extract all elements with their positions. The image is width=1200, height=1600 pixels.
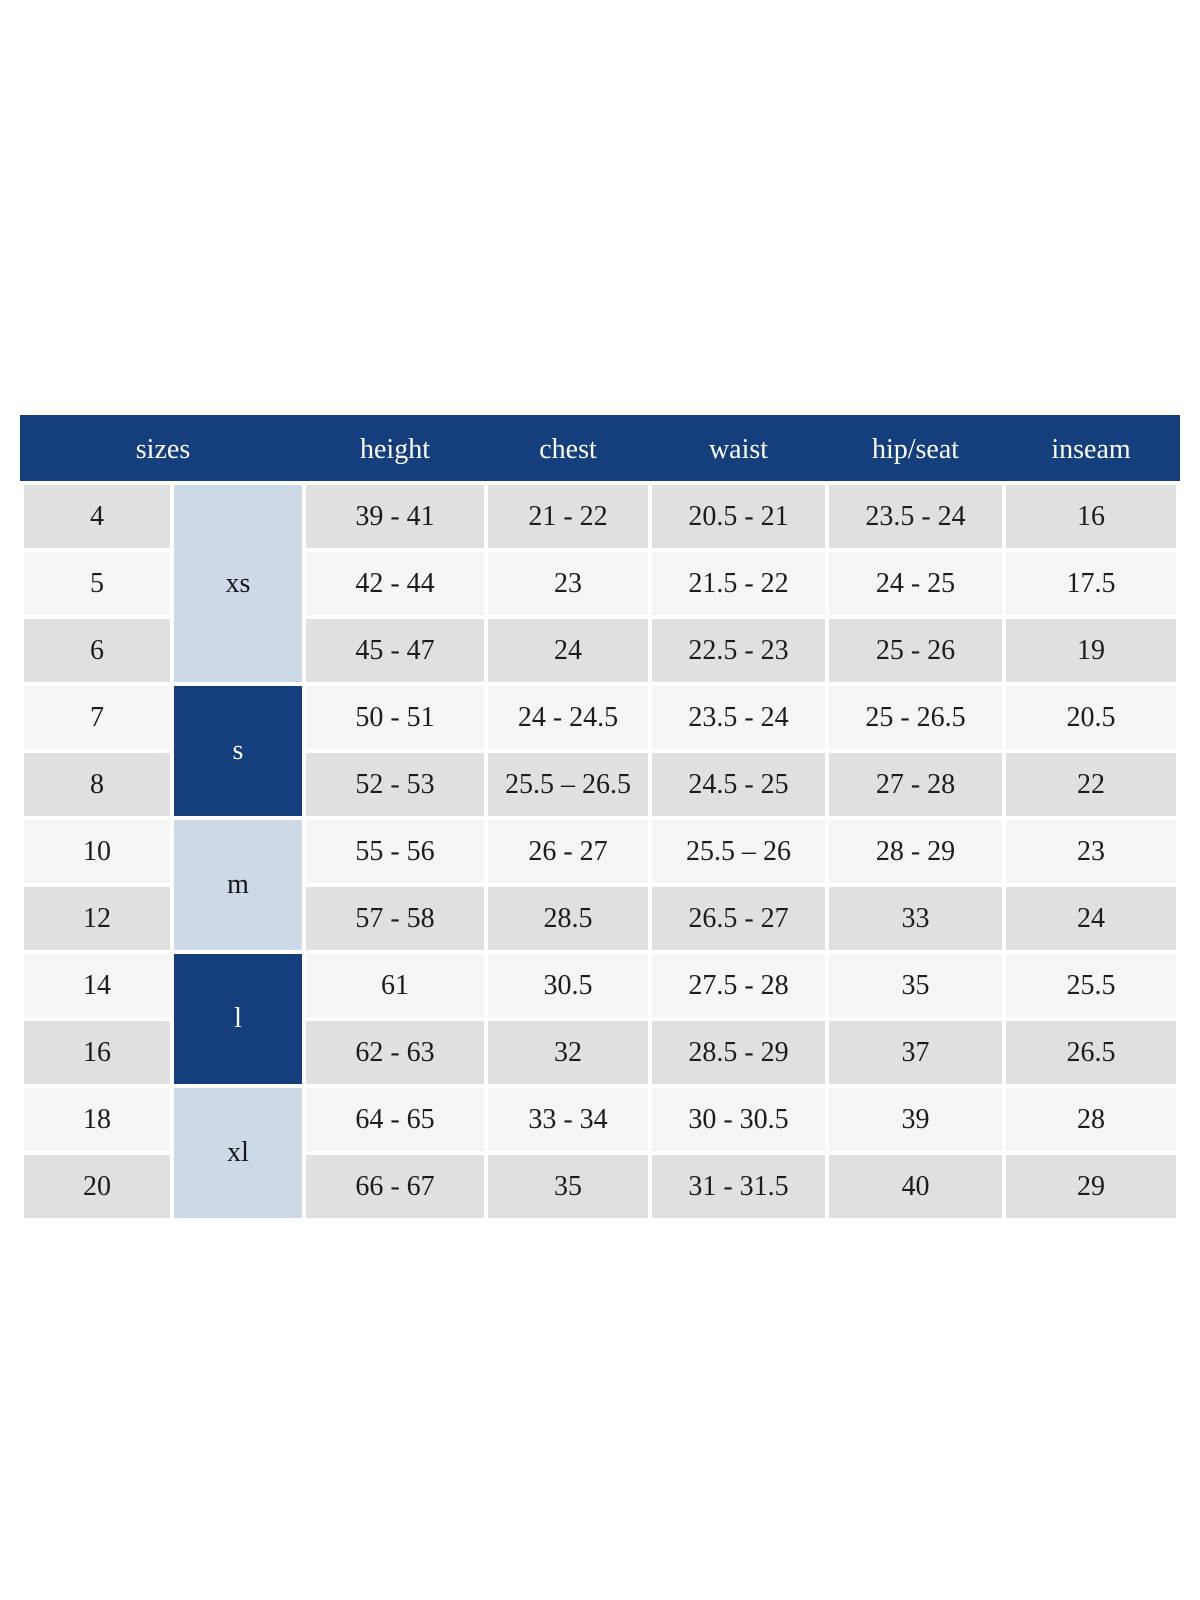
table-row: 8 52 - 53 25.5 – 26.5 24.5 - 25 27 - 28 22 bbox=[24, 753, 1176, 816]
table-row: 14 l 61 30.5 27.5 - 28 35 25.5 bbox=[24, 954, 1176, 1084]
measurement-cell: 24 bbox=[488, 619, 648, 682]
measurement-cell: 23.5 - 24 bbox=[829, 485, 1002, 548]
size-value-cell: 10 bbox=[24, 820, 170, 883]
size-group-cell-s: s bbox=[174, 686, 302, 816]
measurement-cell: 66 - 67 bbox=[306, 1155, 484, 1218]
measurement-cell: 23.5 - 24 bbox=[652, 686, 825, 749]
size-group-cell-xl: xl bbox=[174, 1088, 302, 1218]
size-group-cell-xs: xs bbox=[174, 485, 302, 682]
column-header-waist: waist bbox=[652, 419, 825, 481]
measurement-cell: 35 bbox=[488, 1155, 648, 1218]
measurement-cell: 27.5 - 28 bbox=[652, 954, 825, 1017]
measurement-cell: 57 - 58 bbox=[306, 887, 484, 950]
column-header-hip-seat: hip/seat bbox=[829, 419, 1002, 481]
measurement-cell: 64 - 65 bbox=[306, 1088, 484, 1151]
measurement-cell: 24.5 - 25 bbox=[652, 753, 825, 816]
measurement-cell: 37 bbox=[829, 1021, 1002, 1084]
measurement-cell: 23 bbox=[488, 552, 648, 615]
measurement-cell: 20.5 - 21 bbox=[652, 485, 825, 548]
measurement-cell: 17.5 bbox=[1006, 552, 1176, 615]
measurement-cell: 25.5 – 26.5 bbox=[488, 753, 648, 816]
size-value-cell: 18 bbox=[24, 1088, 170, 1151]
size-chart-table: sizes height chest waist hip/seat inseam… bbox=[20, 415, 1180, 1222]
measurement-cell: 33 bbox=[829, 887, 1002, 950]
measurement-cell: 55 - 56 bbox=[306, 820, 484, 883]
measurement-cell: 62 - 63 bbox=[306, 1021, 484, 1084]
measurement-cell: 40 bbox=[829, 1155, 1002, 1218]
measurement-cell: 19 bbox=[1006, 619, 1176, 682]
measurement-cell: 45 - 47 bbox=[306, 619, 484, 682]
measurement-cell: 24 bbox=[1006, 887, 1176, 950]
measurement-cell: 25.5 bbox=[1006, 954, 1176, 1017]
column-header-height: height bbox=[306, 419, 484, 481]
measurement-cell: 22 bbox=[1006, 753, 1176, 816]
size-value-cell: 14 bbox=[24, 954, 170, 1017]
measurement-cell: 26 - 27 bbox=[488, 820, 648, 883]
table-row: 4 xs 39 - 41 21 - 22 20.5 - 21 23.5 - 24 16 bbox=[24, 485, 1176, 682]
measurement-cell: 28 - 29 bbox=[829, 820, 1002, 883]
measurement-cell: 26.5 - 27 bbox=[652, 887, 825, 950]
size-value-cell: 20 bbox=[24, 1155, 170, 1218]
table-row: 5 42 - 44 23 21.5 - 22 24 - 25 17.5 bbox=[24, 552, 1176, 615]
table-row: 12 57 - 58 28.5 26.5 - 27 33 24 bbox=[24, 887, 1176, 950]
size-value-cell: 8 bbox=[24, 753, 170, 816]
header-row: sizes height chest waist hip/seat inseam bbox=[24, 419, 1176, 481]
measurement-cell: 28.5 - 29 bbox=[652, 1021, 825, 1084]
measurement-cell: 22.5 - 23 bbox=[652, 619, 825, 682]
measurement-cell: 33 - 34 bbox=[488, 1088, 648, 1151]
measurement-cell: 39 - 41 bbox=[306, 485, 484, 548]
column-header-chest: chest bbox=[488, 419, 648, 481]
measurement-cell: 28 bbox=[1006, 1088, 1176, 1151]
size-value-cell: 12 bbox=[24, 887, 170, 950]
measurement-cell: 21 - 22 bbox=[488, 485, 648, 548]
measurement-cell: 30.5 bbox=[488, 954, 648, 1017]
size-group-cell-l: l bbox=[174, 954, 302, 1084]
measurement-cell: 29 bbox=[1006, 1155, 1176, 1218]
measurement-cell: 26.5 bbox=[1006, 1021, 1176, 1084]
table-row: 10 m 55 - 56 26 - 27 25.5 – 26 28 - 29 23 bbox=[24, 820, 1176, 950]
measurement-cell: 28.5 bbox=[488, 887, 648, 950]
measurement-cell: 31 - 31.5 bbox=[652, 1155, 825, 1218]
measurement-cell: 50 - 51 bbox=[306, 686, 484, 749]
measurement-cell: 32 bbox=[488, 1021, 648, 1084]
measurement-cell: 30 - 30.5 bbox=[652, 1088, 825, 1151]
size-value-cell: 16 bbox=[24, 1021, 170, 1084]
table-row: 20 66 - 67 35 31 - 31.5 40 29 bbox=[24, 1155, 1176, 1218]
measurement-cell: 16 bbox=[1006, 485, 1176, 548]
measurement-cell: 61 bbox=[306, 954, 484, 1017]
size-value-cell: 4 bbox=[24, 485, 170, 548]
measurement-cell: 24 - 25 bbox=[829, 552, 1002, 615]
column-header-sizes: sizes bbox=[24, 419, 302, 481]
measurement-cell: 23 bbox=[1006, 820, 1176, 883]
size-value-cell: 5 bbox=[24, 552, 170, 615]
measurement-cell: 25 - 26 bbox=[829, 619, 1002, 682]
measurement-cell: 35 bbox=[829, 954, 1002, 1017]
column-header-inseam: inseam bbox=[1006, 419, 1176, 481]
size-group-cell-m: m bbox=[174, 820, 302, 950]
measurement-cell: 27 - 28 bbox=[829, 753, 1002, 816]
measurement-cell: 52 - 53 bbox=[306, 753, 484, 816]
size-value-cell: 7 bbox=[24, 686, 170, 749]
table-row: 7 s 50 - 51 24 - 24.5 23.5 - 24 25 - 26.5 20.5 bbox=[24, 686, 1176, 816]
measurement-cell: 25.5 – 26 bbox=[652, 820, 825, 883]
measurement-cell: 20.5 bbox=[1006, 686, 1176, 749]
table-row: 6 45 - 47 24 22.5 - 23 25 - 26 19 bbox=[24, 619, 1176, 682]
size-value-cell: 6 bbox=[24, 619, 170, 682]
size-chart: sizes height chest waist hip/seat inseam… bbox=[20, 415, 1180, 1222]
measurement-cell: 25 - 26.5 bbox=[829, 686, 1002, 749]
measurement-cell: 21.5 - 22 bbox=[652, 552, 825, 615]
measurement-cell: 24 - 24.5 bbox=[488, 686, 648, 749]
measurement-cell: 39 bbox=[829, 1088, 1002, 1151]
table-row: 16 62 - 63 32 28.5 - 29 37 26.5 bbox=[24, 1021, 1176, 1084]
measurement-cell: 42 - 44 bbox=[306, 552, 484, 615]
table-row: 18 xl 64 - 65 33 - 34 30 - 30.5 39 28 bbox=[24, 1088, 1176, 1218]
